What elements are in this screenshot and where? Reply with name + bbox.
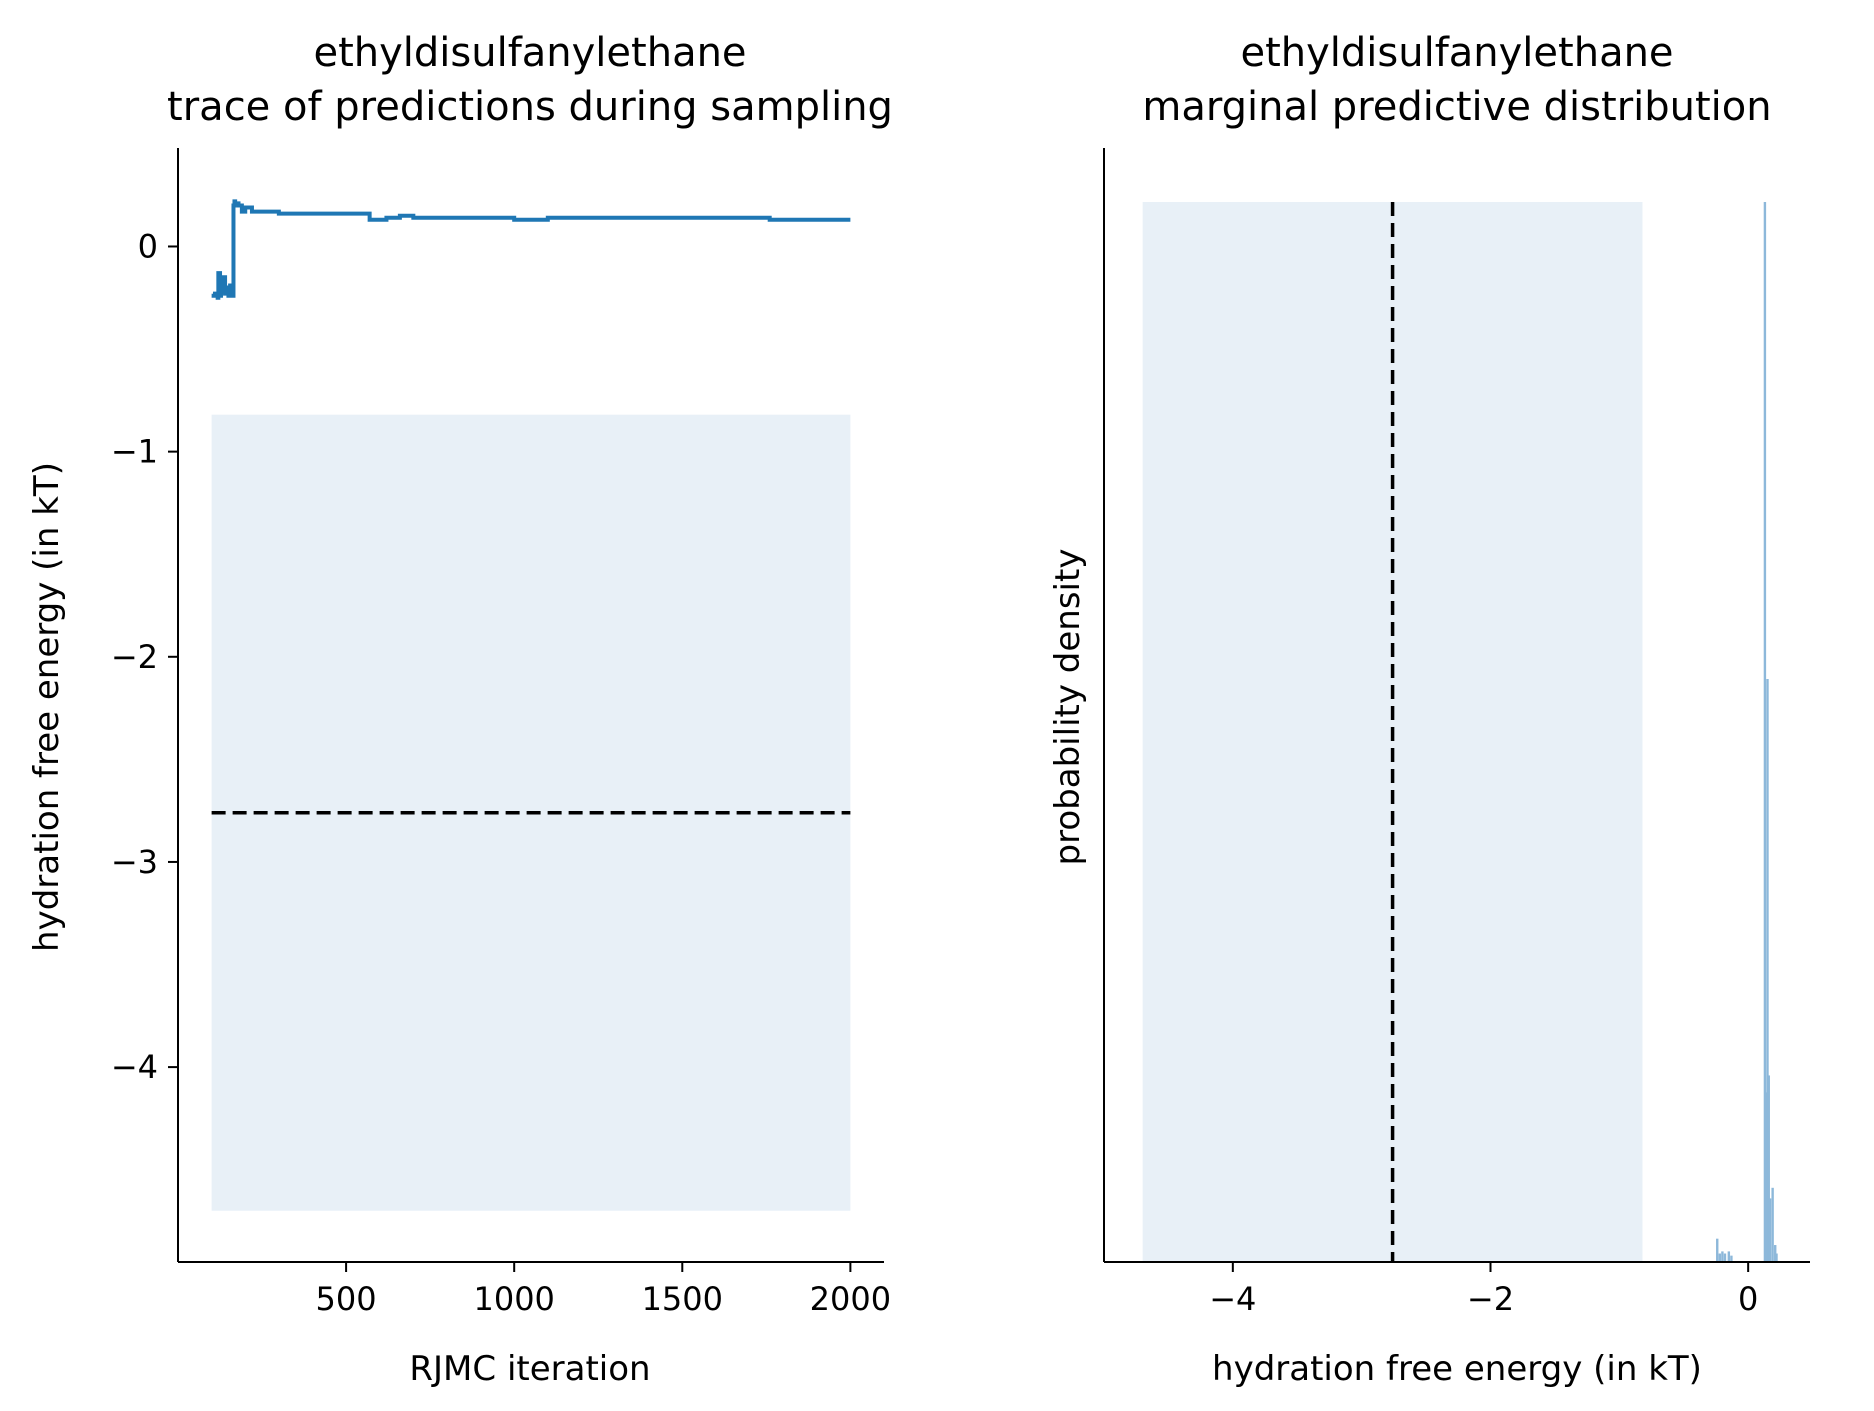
- distribution-histogram-bar: [1718, 1253, 1722, 1262]
- trace-y-tick-label: −1: [111, 433, 158, 471]
- distribution-chart-subtitle: marginal predictive distribution: [1142, 84, 1771, 130]
- distribution-histogram-bar: [1716, 1238, 1719, 1262]
- distribution-histogram-bar: [1774, 1245, 1777, 1262]
- distribution-histogram-bar: [1727, 1251, 1731, 1262]
- distribution-x-axis-label: hydration free energy (in kT): [1212, 1349, 1702, 1389]
- distribution-histogram-bar: [1771, 1187, 1774, 1262]
- trace-y-tick-label: −3: [111, 843, 158, 881]
- distribution-panel: ethyldisulfanylethane marginal predictiv…: [1048, 30, 1810, 1389]
- trace-x-tick-label: 1000: [473, 1280, 554, 1318]
- distribution-x-tick-label: −4: [1209, 1280, 1256, 1318]
- distribution-histogram-bar: [1763, 202, 1767, 1262]
- trace-x-ticks: 500 1000 1500 2000: [316, 1262, 891, 1318]
- distribution-histogram-bar: [1775, 1253, 1778, 1262]
- trace-x-tick-label: 2000: [810, 1280, 891, 1318]
- distribution-axes: [1103, 148, 1810, 1263]
- distribution-histogram: [1716, 202, 1778, 1262]
- trace-y-axis-label: hydration free energy (in kT): [27, 462, 67, 952]
- distribution-histogram-bar: [1721, 1251, 1724, 1262]
- distribution-chart-title: ethyldisulfanylethane: [1240, 30, 1673, 76]
- trace-x-axis-label: RJMC iteration: [409, 1349, 650, 1389]
- trace-series: [211, 199, 851, 300]
- distribution-y-axis-label: probability density: [1048, 549, 1088, 866]
- trace-chart-subtitle: trace of predictions during sampling: [167, 84, 893, 130]
- distribution-histogram-bar: [1767, 1075, 1770, 1262]
- trace-y-tick-label: 0: [138, 227, 158, 265]
- trace-chart-title: ethyldisulfanylethane: [313, 30, 746, 76]
- distribution-histogram-bar: [1766, 679, 1769, 1262]
- trace-y-tick-label: −4: [111, 1048, 158, 1086]
- distribution-histogram-bar: [1730, 1255, 1733, 1262]
- distribution-x-tick-label: 0: [1738, 1280, 1758, 1318]
- distribution-histogram-bar: [1723, 1253, 1727, 1262]
- trace-x-tick-label: 1500: [642, 1280, 723, 1318]
- distribution-histogram-bar: [1764, 1092, 1768, 1262]
- trace-y-ticks: 0 −1 −2 −3 −4: [111, 227, 178, 1086]
- trace-series-line-0: [211, 199, 851, 300]
- trace-y-tick-label: −2: [111, 638, 158, 676]
- distribution-x-ticks: −4 −2 0: [1209, 1262, 1758, 1318]
- distribution-histogram-bar: [1768, 1198, 1772, 1262]
- trace-panel: ethyldisulfanylethane trace of predictio…: [27, 30, 893, 1389]
- trace-axes: [177, 148, 884, 1263]
- trace-x-tick-label: 500: [316, 1280, 377, 1318]
- distribution-x-tick-label: −2: [1467, 1280, 1514, 1318]
